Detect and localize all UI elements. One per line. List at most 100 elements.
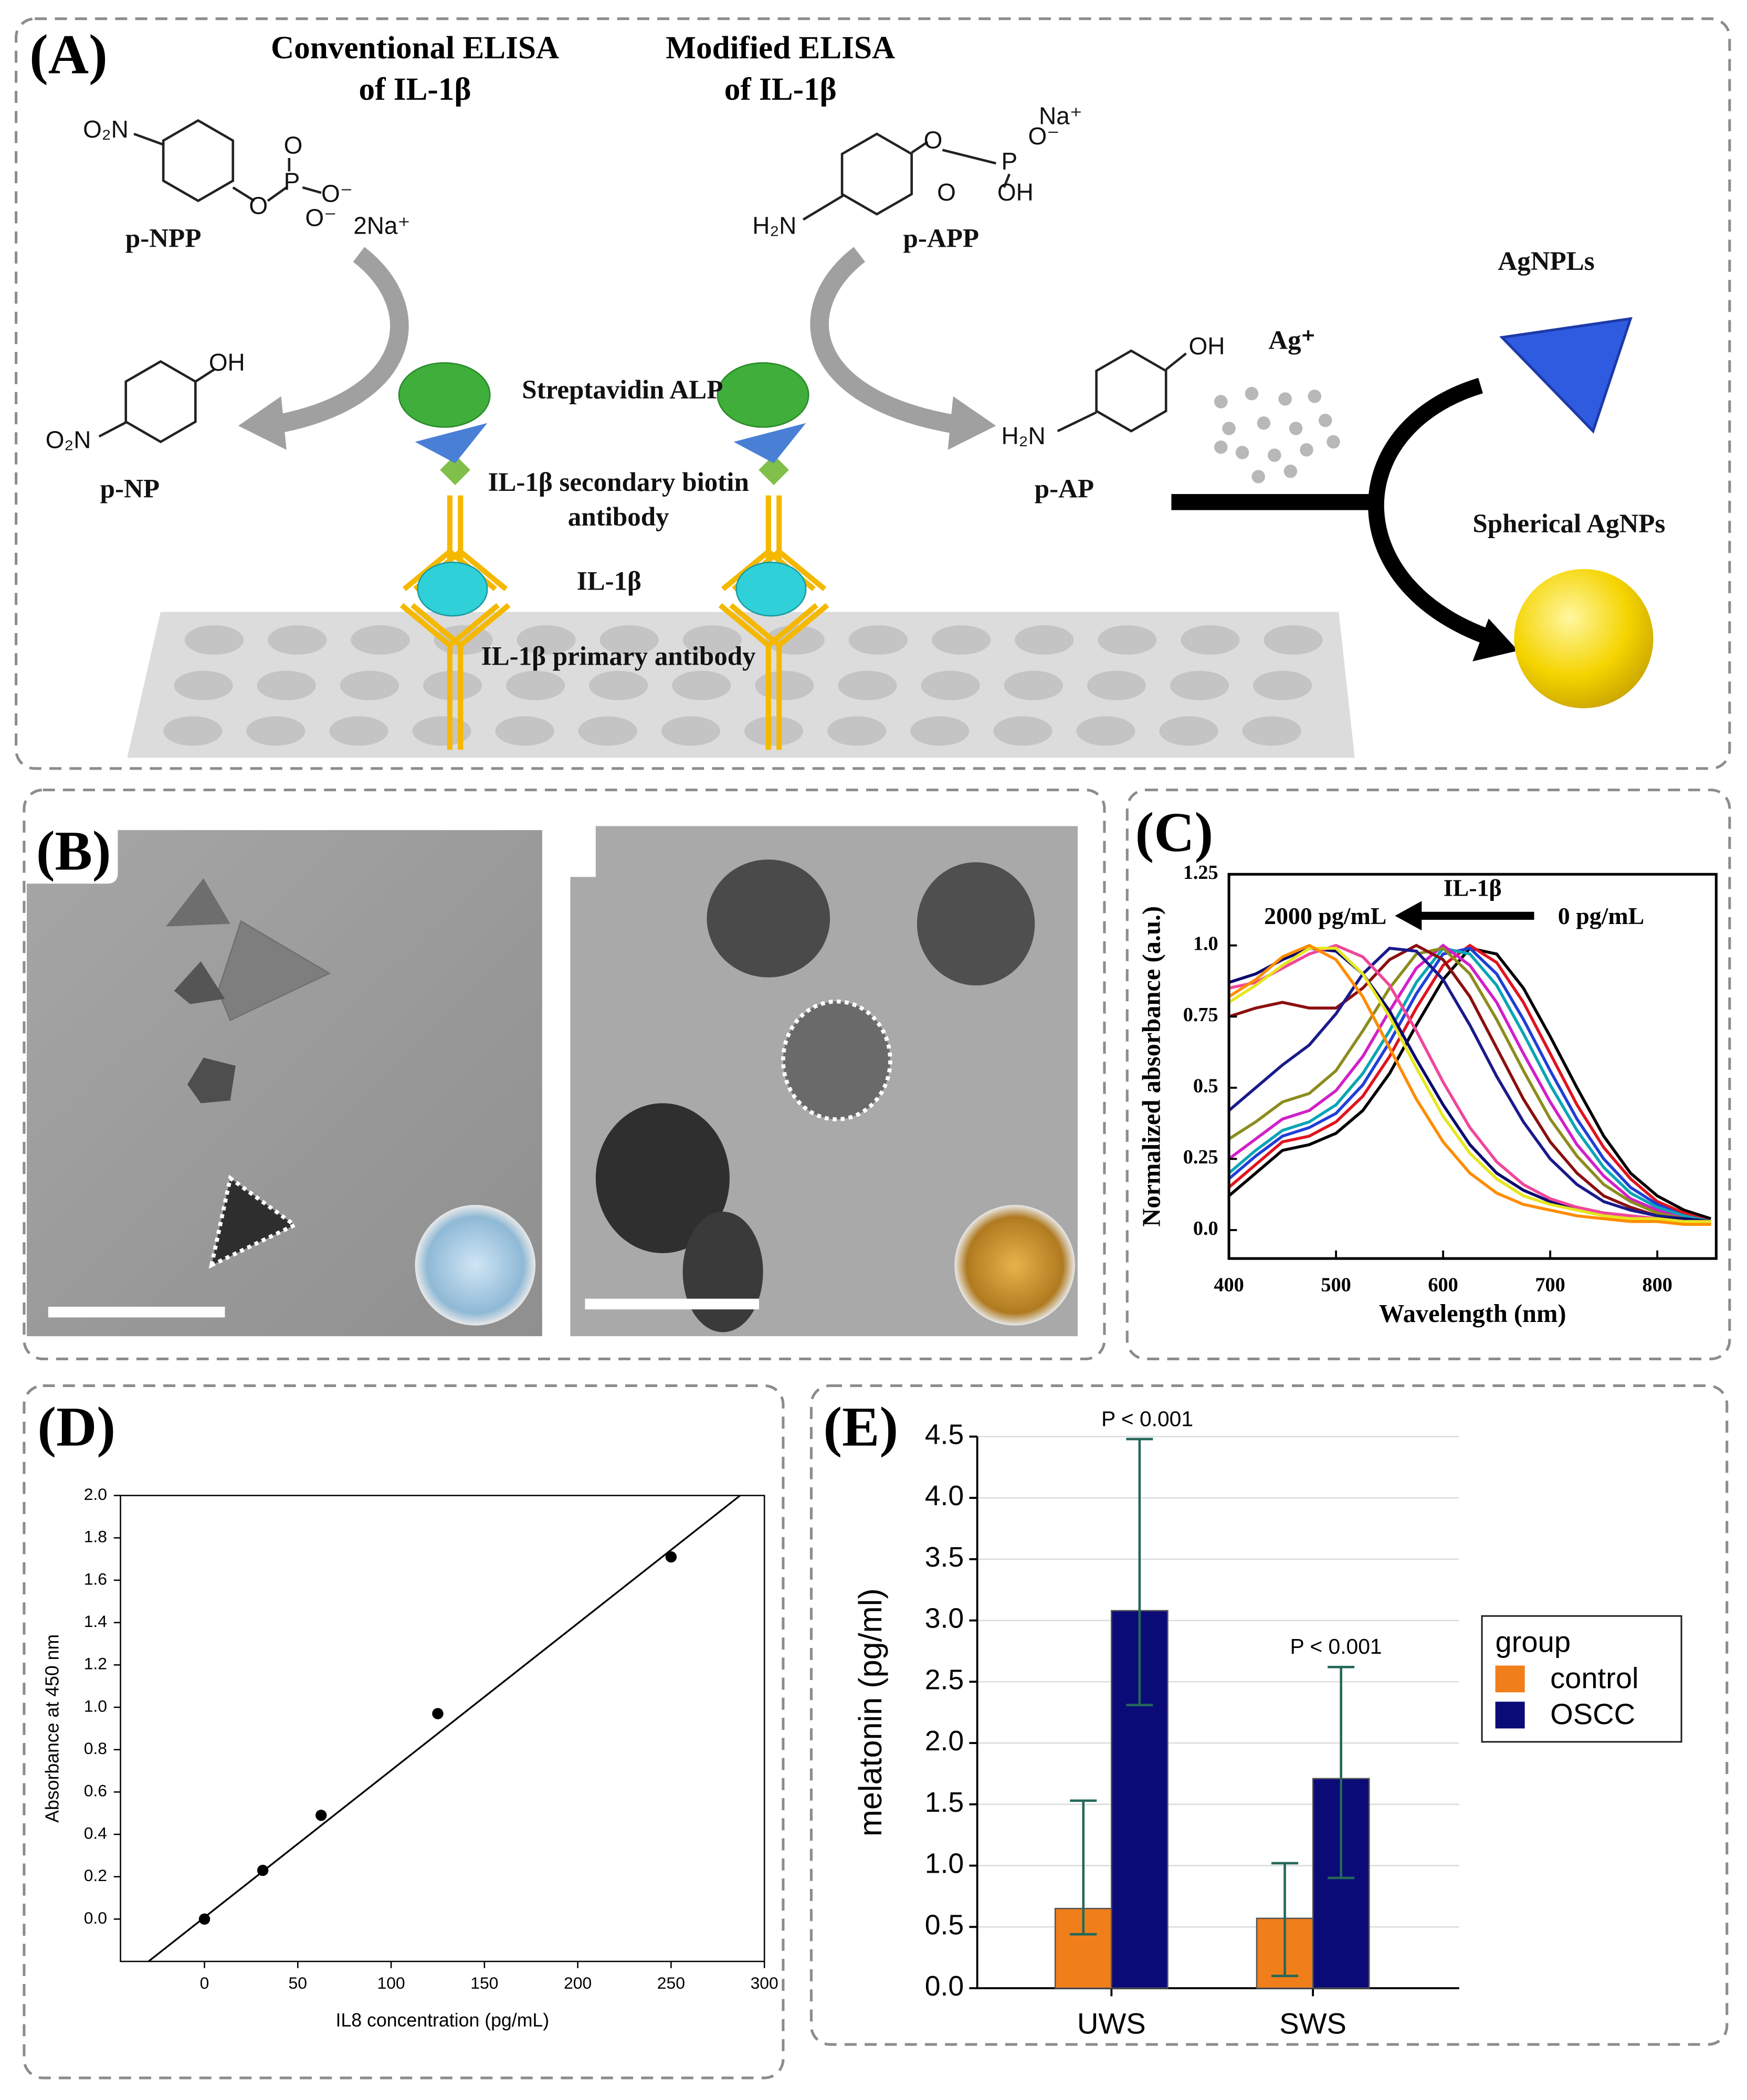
well: [257, 670, 316, 700]
x-tick-label: 800: [1642, 1274, 1672, 1296]
series-line: [1228, 947, 1711, 1223]
series-line: [1228, 947, 1711, 1223]
atom: O: [284, 132, 303, 159]
panel-frame: [1125, 789, 1731, 1361]
well: [1170, 670, 1229, 700]
series-line: [1228, 943, 1711, 1223]
y-tick-label: 3.5: [925, 1542, 964, 1573]
well: [184, 625, 244, 655]
y-axis-label: melatonin (pg/ml): [853, 1588, 888, 1836]
atom: O₂N: [46, 426, 91, 454]
ion-dot: [1278, 392, 1292, 406]
product-label: AgNPLs: [1498, 247, 1594, 276]
y-tick-label: 1.0: [84, 1696, 107, 1715]
atom: O⁻: [305, 204, 336, 231]
bond: [802, 194, 844, 221]
legend-label: OSCC: [1550, 1697, 1635, 1730]
title: of IL-1β: [724, 71, 837, 107]
y-tick-label: 1.8: [84, 1527, 107, 1546]
y-tick-label: 2.0: [84, 1485, 107, 1504]
well: [1242, 716, 1301, 746]
y-tick-label: 2.0: [925, 1726, 964, 1757]
reaction-arrow: [266, 247, 409, 435]
arrowhead: [238, 396, 287, 450]
assay-label: Streptavidin ALP: [522, 375, 723, 405]
ion-dot: [1300, 443, 1313, 457]
well: [838, 670, 897, 700]
ion-dot: [1222, 422, 1236, 435]
annotation-arrowhead: [1395, 901, 1422, 931]
x-tick-label: 300: [751, 1973, 778, 1992]
ion-dot: [1308, 390, 1322, 403]
x-tick-label: UWS: [1077, 2007, 1146, 2040]
annotation: P < 0.001: [1101, 1407, 1193, 1431]
well: [506, 670, 565, 700]
atom: OH: [209, 349, 245, 376]
data-point: [198, 1913, 211, 1925]
well: [755, 670, 814, 700]
annotation: 0 pg/mL: [1558, 902, 1644, 929]
bond: [1003, 173, 1011, 188]
well: [1181, 625, 1240, 655]
antibody: [411, 603, 511, 750]
title: Conventional ELISA: [271, 30, 559, 66]
ion-dot: [1245, 387, 1259, 401]
annotation: P < 0.001: [1290, 1634, 1382, 1658]
error-bar: [1328, 1666, 1355, 1880]
well: [931, 625, 991, 655]
chart: 400 500 600 700 800 0.0 0.25 0.5 0.75 1.0 1.25 Wave…: [1138, 862, 1718, 1328]
data-point: [257, 1864, 269, 1876]
benzene-ring: [1095, 349, 1167, 433]
y-tick-label: 1.6: [84, 1569, 107, 1588]
annotation: 2000 pg/mL: [1264, 902, 1386, 929]
title: of IL-1β: [359, 71, 471, 107]
y-tick-label: 0.0: [84, 1908, 107, 1927]
reaction-path: [1368, 377, 1499, 648]
y-tick-label: 0.75: [1183, 1004, 1218, 1026]
well: [1087, 670, 1146, 700]
atom: O: [924, 126, 943, 153]
arrowhead: [1472, 618, 1518, 662]
bond: [98, 421, 128, 438]
panel-frame: [23, 1384, 785, 2080]
x-axis-label: IL8 concentration (pg/mL): [336, 2010, 550, 2031]
legend-swatch: [1495, 1665, 1525, 1693]
well: [517, 625, 576, 655]
benzene-ring: [162, 119, 235, 203]
data-point: [665, 1551, 677, 1563]
y-tick-label: 2.5: [925, 1664, 964, 1695]
molecules: [98, 119, 1187, 444]
assay-label: IL-1β: [577, 567, 641, 596]
y-tick-label: 1.2: [84, 1654, 107, 1673]
nanoplate: [1499, 317, 1633, 434]
plot-frame: [1227, 873, 1718, 1260]
error-bar: [1126, 1437, 1153, 1707]
tem-image: [27, 830, 542, 1337]
counterion: 2Na⁺: [353, 212, 410, 239]
panel-label: (C): [1135, 802, 1214, 864]
arrowhead: [948, 396, 996, 450]
series-line: [1228, 943, 1711, 1226]
fit-line: [148, 1495, 741, 1962]
well: [163, 716, 223, 746]
well: [1004, 670, 1063, 700]
y-tick-label: 0.2: [84, 1866, 107, 1885]
atom: Na⁺: [1039, 102, 1082, 130]
legend-label: control: [1550, 1661, 1638, 1694]
bond: [267, 186, 288, 202]
y-tick-label: 1.0: [1193, 933, 1218, 955]
error-bar: [1271, 1862, 1299, 1977]
bond: [942, 149, 996, 165]
panel-frame: [23, 789, 1106, 1361]
well: [672, 670, 731, 700]
x-tick-label: 50: [289, 1973, 307, 1992]
atom: O: [249, 192, 268, 219]
antigen: [735, 561, 807, 617]
atom: O⁻: [321, 180, 353, 207]
x-tick-label: 600: [1428, 1274, 1458, 1296]
tem-image: [570, 826, 1078, 1337]
enzyme: [717, 362, 809, 428]
y-axis-label: Normalized absorbance (a.u.): [1138, 906, 1165, 1227]
well: [1015, 625, 1074, 655]
